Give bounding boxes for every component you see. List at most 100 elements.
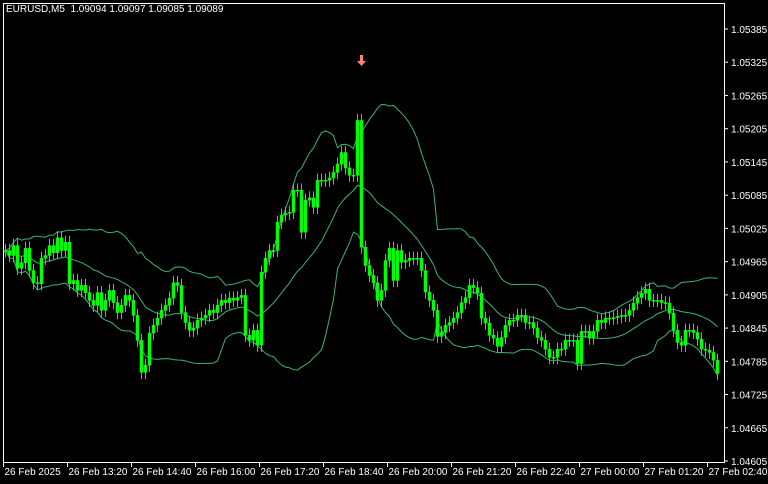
candle-body xyxy=(383,260,388,291)
candle-body xyxy=(283,213,288,216)
x-tick-label: 26 Feb 21:20 xyxy=(453,467,512,478)
candle-body xyxy=(263,258,268,273)
candle-body xyxy=(211,310,216,313)
candle-body xyxy=(643,289,648,294)
candle-body xyxy=(707,349,712,353)
candle-body xyxy=(159,310,164,319)
candle-body xyxy=(439,332,444,337)
x-tick-label: 26 Feb 14:40 xyxy=(133,467,192,478)
candle-body xyxy=(7,250,12,256)
candle-body xyxy=(495,337,500,347)
y-tick-label: 1.04965 xyxy=(731,258,768,269)
candle-body xyxy=(243,295,248,336)
candle-body xyxy=(411,258,416,260)
candle-body xyxy=(375,282,380,301)
time-axis: 26 Feb 2025 26 Feb 13:20 26 Feb 14:40 26 Fe… xyxy=(3,462,768,478)
candle-body xyxy=(47,245,52,256)
x-tick-label: 26 Feb 17:20 xyxy=(261,467,320,478)
y-tick-label: 1.05205 xyxy=(731,125,768,136)
candle-body xyxy=(147,332,152,366)
candles xyxy=(3,113,720,381)
y-tick-label: 1.05085 xyxy=(731,191,768,202)
candle-body xyxy=(199,317,204,321)
candle-body xyxy=(631,302,636,311)
y-tick-label: 1.04665 xyxy=(731,424,768,435)
candle-body xyxy=(215,305,220,313)
y-tick-label: 1.04605 xyxy=(731,457,768,468)
y-tick-label: 1.05325 xyxy=(731,58,768,69)
candle-body xyxy=(555,348,560,358)
candle-body xyxy=(307,197,312,201)
candle-body xyxy=(31,270,36,283)
candle-body xyxy=(63,241,68,251)
annotations xyxy=(357,55,366,66)
x-tick-label: 26 Feb 20:00 xyxy=(389,467,448,478)
candle-body xyxy=(447,322,452,326)
candle-body xyxy=(187,322,192,331)
candle-body xyxy=(695,332,700,340)
candle-body xyxy=(155,317,160,326)
candle-body xyxy=(603,317,608,323)
candle-body xyxy=(535,327,540,338)
candle-body xyxy=(235,297,240,301)
candle-body xyxy=(59,237,64,251)
candle-body xyxy=(111,290,116,303)
candle-body xyxy=(423,270,428,293)
candle-body xyxy=(475,287,480,294)
candle-body xyxy=(491,335,496,339)
candle-body xyxy=(515,315,520,321)
candle-body xyxy=(143,364,148,373)
candle-body xyxy=(483,317,488,324)
x-tick-label: 26 Feb 18:40 xyxy=(325,467,384,478)
candle-body xyxy=(303,199,308,233)
candle-body xyxy=(323,179,328,182)
candle-body xyxy=(275,222,280,251)
candle-body xyxy=(19,262,24,269)
candle-body xyxy=(231,297,236,301)
y-tick-label: 1.05265 xyxy=(731,91,768,102)
candle-body xyxy=(127,295,132,301)
candle-body xyxy=(387,248,392,261)
candle-body xyxy=(431,300,436,311)
candle-body xyxy=(595,320,600,332)
candle-body xyxy=(467,285,472,298)
x-tick-label: 26 Feb 16:00 xyxy=(197,467,256,478)
x-tick-label: 27 Feb 00:00 xyxy=(581,467,640,478)
candle-body xyxy=(55,237,60,254)
x-tick-label: 27 Feb 01:20 xyxy=(645,467,704,478)
candle-body xyxy=(367,265,372,276)
candle-body xyxy=(347,167,352,176)
candle-body xyxy=(327,177,332,181)
candle-body xyxy=(171,282,176,299)
candle-body xyxy=(583,331,588,333)
candle-body xyxy=(359,120,364,248)
candle-body xyxy=(67,241,72,285)
candle-body xyxy=(487,322,492,336)
candle-body xyxy=(455,312,460,319)
candle-body xyxy=(339,152,344,165)
candle-body xyxy=(687,330,692,332)
candle-body xyxy=(75,280,80,291)
candle-body xyxy=(507,320,512,326)
candle-body xyxy=(543,340,548,350)
x-tick-label: 26 Feb 2025 xyxy=(5,467,62,478)
candle-body xyxy=(547,348,552,358)
candle-body xyxy=(167,297,172,306)
candle-body xyxy=(99,292,104,311)
candle-body xyxy=(107,290,112,301)
candle-body xyxy=(399,250,404,263)
symbol-header: EURUSD,M5 1.09094 1.09097 1.09085 1.0908… xyxy=(6,4,224,15)
candle-body xyxy=(355,120,360,176)
candle-body xyxy=(203,315,208,319)
candle-body xyxy=(83,285,88,293)
candle-body xyxy=(11,245,16,256)
candle-body xyxy=(351,174,356,177)
candle-body xyxy=(623,315,628,317)
candle-body xyxy=(239,295,244,298)
candle-body xyxy=(663,302,668,304)
candle-body xyxy=(27,248,32,271)
x-tick-label: 26 Feb 13:20 xyxy=(69,467,128,478)
candle-body xyxy=(523,315,528,323)
candle-body xyxy=(563,340,568,350)
